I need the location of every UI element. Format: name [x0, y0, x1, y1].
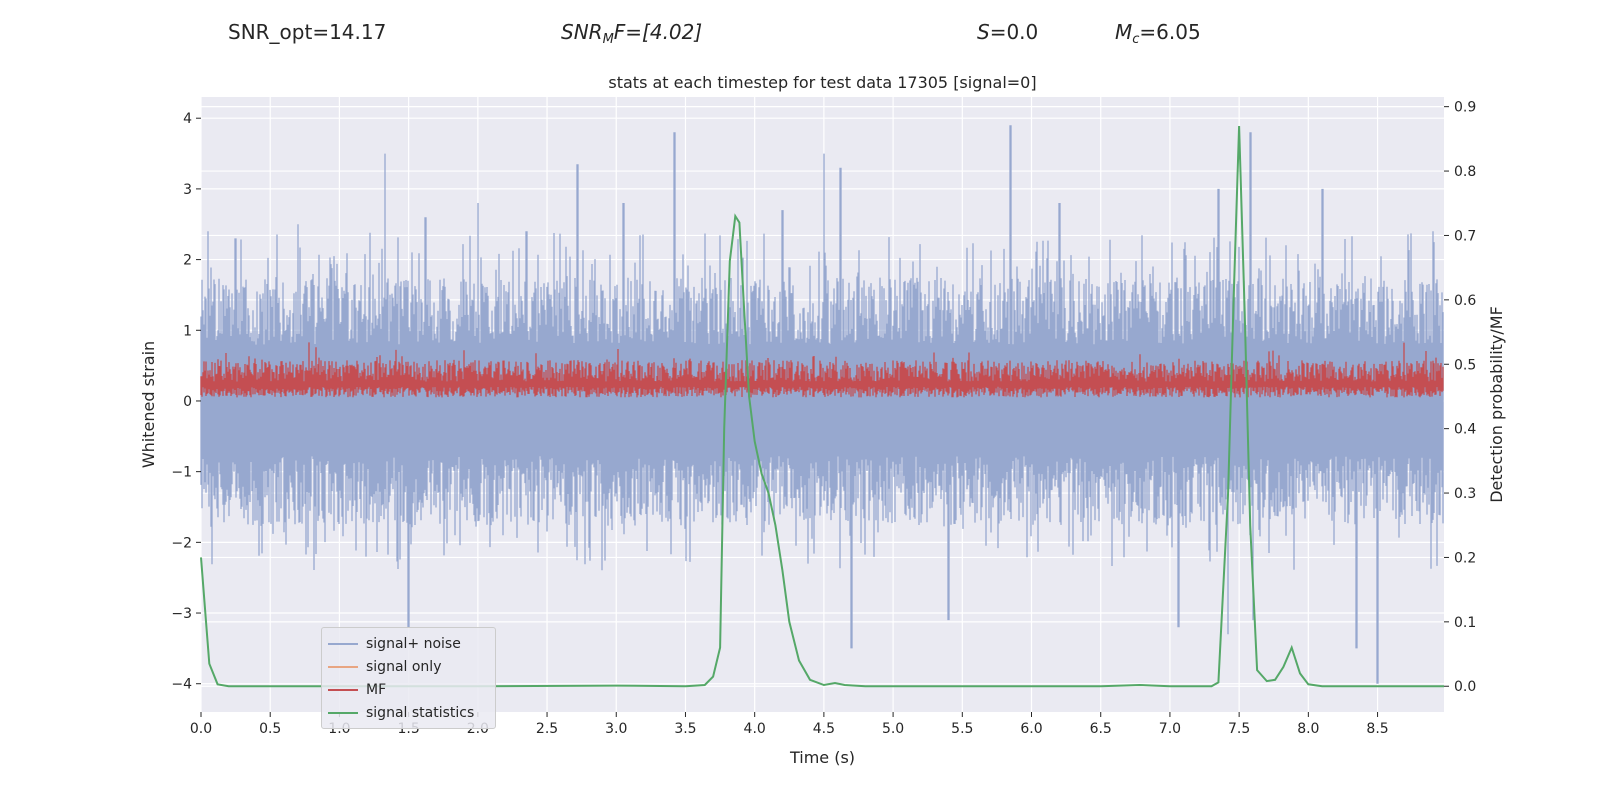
legend-label-signal: signal only	[366, 658, 442, 675]
x-axis-label: Time (s)	[789, 748, 855, 767]
y-tick-label-1: −3	[171, 606, 192, 622]
y2-tick-label-0: 0.0	[1454, 679, 1476, 695]
mc-value: =6.05	[1139, 20, 1201, 44]
x-tick-label-5: 2.5	[536, 721, 558, 737]
y2-tick-label-6: 0.6	[1454, 293, 1476, 309]
legend-item-stat: signal statistics	[322, 701, 495, 724]
s-label: S=0.0	[977, 20, 1038, 44]
mc-label: Mc=6.05	[1115, 20, 1201, 47]
legend: signal+ noise signal only MF signal stat…	[321, 627, 496, 729]
y2-tick-label-3: 0.3	[1454, 486, 1476, 502]
mc-symbol: M	[1115, 20, 1133, 44]
y-tick-label-4: 0	[183, 394, 192, 410]
y2-tick-label-5: 0.5	[1454, 357, 1476, 373]
snr-mf-label: SNRMF=[4.02]	[561, 20, 702, 47]
y2-tick-label-2: 0.2	[1454, 550, 1476, 566]
legend-label-noise: signal+ noise	[366, 635, 461, 652]
legend-item-mf: MF	[322, 678, 495, 701]
x-tick-label-15: 7.5	[1228, 721, 1250, 737]
axis-ticks: 0.0 0.5 1.0 1.5 2.0 2.5 3.0 3.5 4.0 4.5 5.0 5.5 6.0 6…	[171, 100, 1476, 737]
snr-mf-subscript: M	[602, 32, 614, 47]
x-tick-label-16: 8.0	[1297, 721, 1319, 737]
y2-tick-label-8: 0.8	[1454, 164, 1476, 180]
y2-tick-label-1: 0.1	[1454, 615, 1476, 631]
legend-swatch-mf	[328, 688, 358, 691]
x-tick-label-13: 6.5	[1090, 721, 1112, 737]
x-tick-label-1: 0.5	[259, 721, 281, 737]
y2-tick-label-9: 0.9	[1454, 100, 1476, 116]
x-tick-label-14: 7.0	[1159, 721, 1181, 737]
mc-subscript: c	[1132, 32, 1140, 47]
s-value: =0.0	[989, 20, 1039, 44]
s-symbol: S	[977, 20, 990, 44]
y2-tick-label-7: 0.7	[1454, 228, 1476, 244]
signal-statistics-line	[200, 125, 1444, 688]
legend-label-stat: signal statistics	[366, 704, 475, 721]
y-axis-label: Whitened strain	[139, 341, 158, 468]
series-signal-statistics	[200, 125, 1444, 688]
y-tick-label-6: 2	[183, 253, 192, 269]
y2-tick-label-4: 0.4	[1454, 422, 1476, 438]
x-tick-label-6: 3.0	[605, 721, 627, 737]
mf-trace	[200, 342, 1444, 398]
legend-swatch-signal	[328, 665, 358, 668]
legend-item-noise: signal+ noise	[322, 632, 495, 655]
chart-title: stats at each timestep for test data 173…	[608, 73, 1036, 92]
series-mf	[200, 342, 1444, 398]
snr-mf-f: F=[4.02]	[613, 20, 703, 44]
snr-mf-symbol: SNR	[561, 20, 603, 44]
y-tick-label-0: −4	[171, 677, 192, 693]
x-tick-label-9: 4.5	[813, 721, 835, 737]
x-tick-label-10: 5.0	[882, 721, 904, 737]
legend-swatch-noise	[328, 642, 358, 645]
y-tick-label-7: 3	[183, 182, 192, 198]
y-tick-label-2: −2	[171, 535, 192, 551]
snr-opt-label: SNR_opt=14.17	[228, 20, 387, 44]
x-tick-label-0: 0.0	[190, 721, 212, 737]
x-tick-label-8: 4.0	[744, 721, 766, 737]
x-tick-label-7: 3.5	[674, 721, 696, 737]
x-tick-label-12: 6.0	[1020, 721, 1042, 737]
y2-axis-label: Detection probability/MF	[1487, 306, 1506, 503]
legend-label-mf: MF	[366, 681, 387, 698]
x-tick-label-11: 5.5	[951, 721, 973, 737]
y-tick-label-8: 4	[183, 111, 192, 127]
legend-swatch-stat	[328, 711, 358, 714]
y-tick-label-5: 1	[183, 323, 192, 339]
x-tick-label-17: 8.5	[1366, 721, 1388, 737]
legend-item-signal: signal only	[322, 655, 495, 678]
y-tick-label-3: −1	[171, 465, 192, 481]
